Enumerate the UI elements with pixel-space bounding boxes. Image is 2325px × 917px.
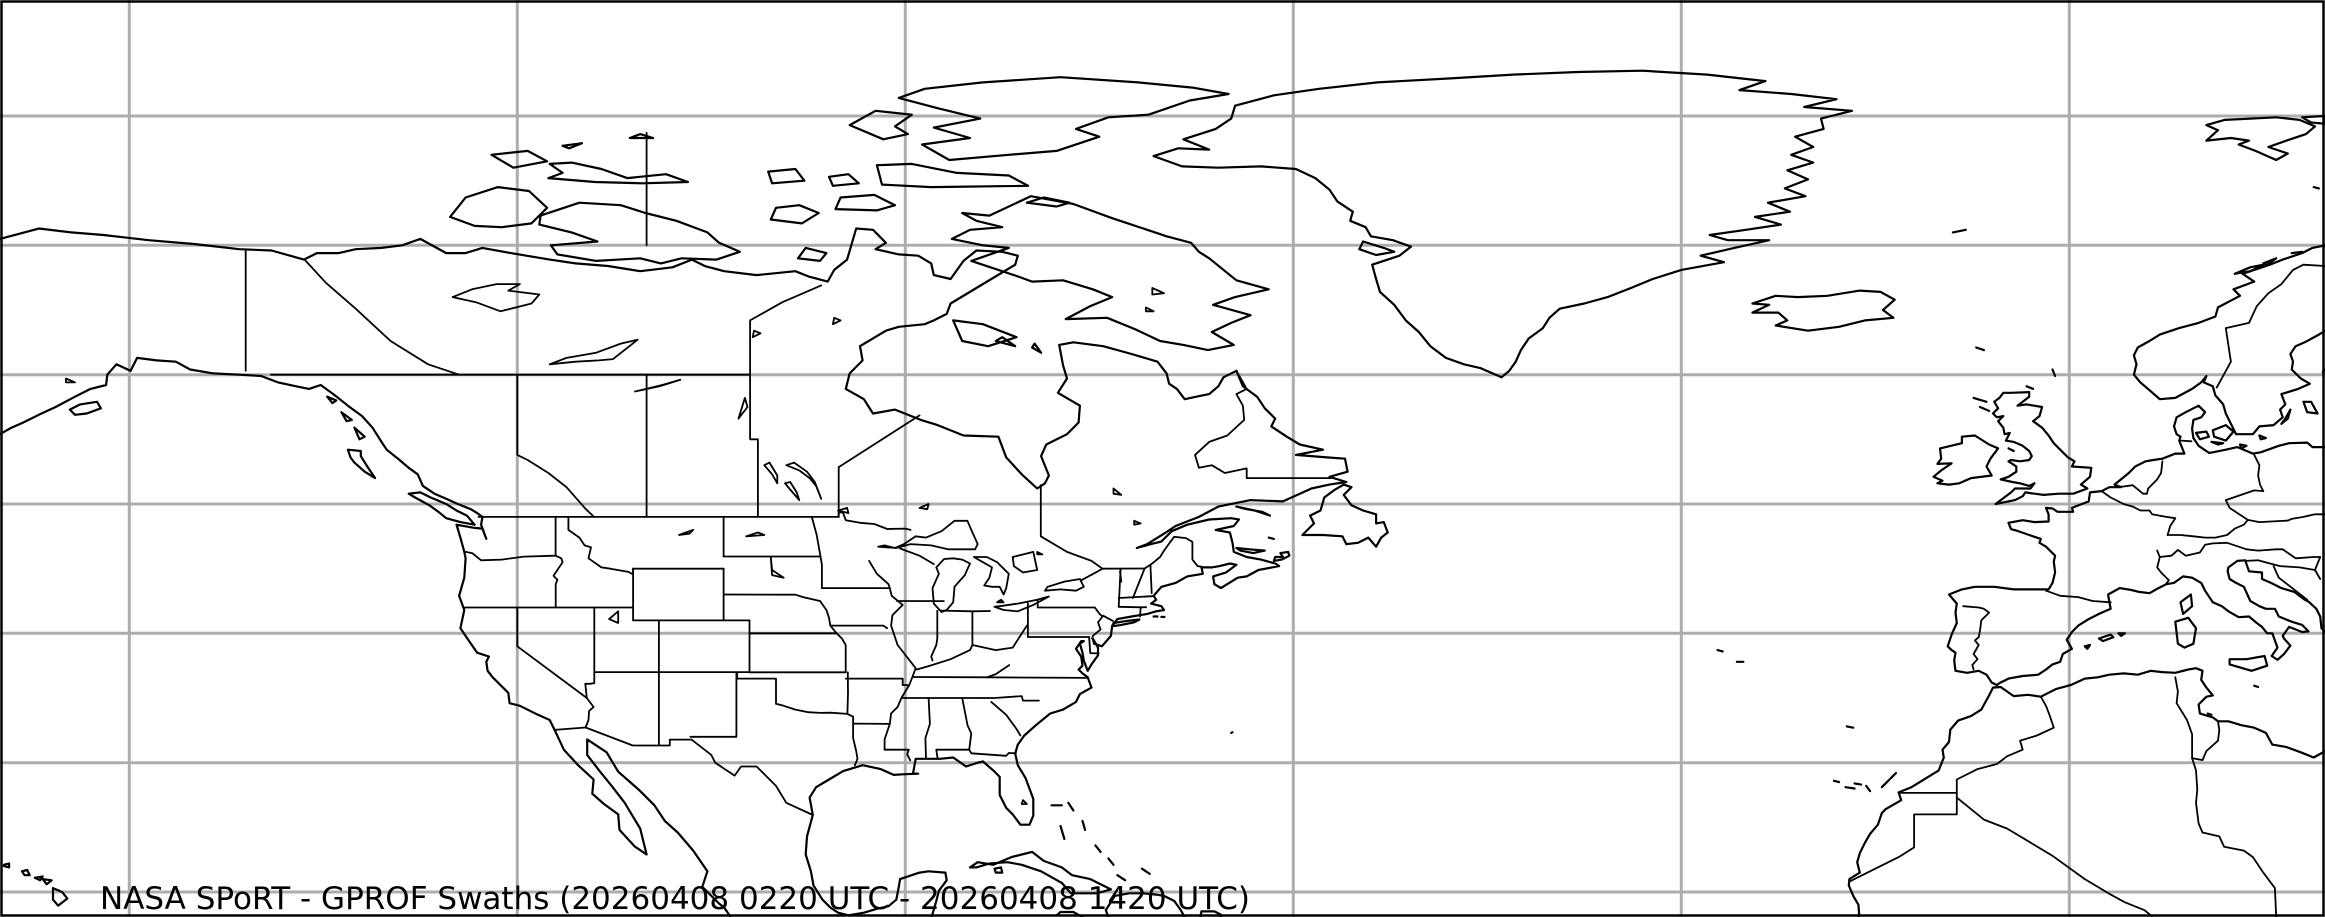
coastlines-layer bbox=[0, 69, 2325, 917]
political-borders-layer bbox=[244, 131, 2325, 917]
map-caption: NASA SPoRT - GPROF Swaths (20260408 0220… bbox=[100, 881, 1250, 917]
lakes-layer bbox=[65, 283, 1165, 805]
